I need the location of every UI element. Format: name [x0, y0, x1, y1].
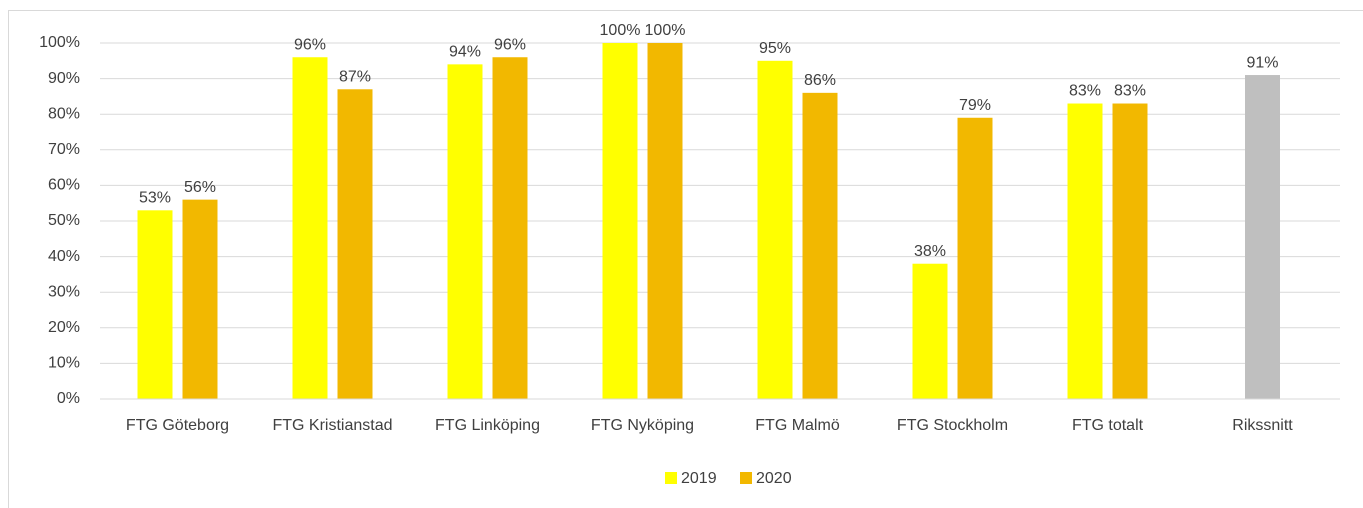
value-label: 38%	[914, 243, 946, 260]
value-label: 96%	[494, 36, 526, 53]
value-label: 91%	[1246, 54, 1278, 71]
x-tick-label: FTG Malmö	[755, 417, 840, 434]
value-label: 94%	[449, 44, 481, 61]
y-tick-label: 100%	[39, 34, 80, 51]
y-tick-label: 0%	[57, 390, 80, 407]
value-label: 83%	[1114, 83, 1146, 100]
bar	[647, 43, 683, 399]
bar	[1245, 75, 1280, 399]
x-tick-label: FTG Linköping	[435, 417, 540, 434]
bar	[912, 263, 948, 399]
x-tick-label: FTG Nyköping	[591, 417, 694, 434]
value-label: 53%	[139, 190, 171, 207]
value-label: 100%	[600, 22, 641, 39]
x-tick-label: FTG totalt	[1072, 417, 1144, 434]
legend-swatch	[665, 472, 677, 484]
value-label: 100%	[645, 22, 686, 39]
y-tick-label: 60%	[48, 177, 80, 194]
value-label: 86%	[804, 72, 836, 89]
value-label: 56%	[184, 179, 216, 196]
bar	[602, 43, 638, 399]
y-tick-label: 50%	[48, 212, 80, 229]
legend-label: 2019	[681, 470, 717, 487]
legend-label: 2020	[756, 470, 792, 487]
legend-swatch	[740, 472, 752, 484]
x-tick-label: Rikssnitt	[1232, 417, 1293, 434]
bar	[137, 210, 173, 399]
y-tick-label: 70%	[48, 141, 80, 158]
bar	[1067, 103, 1103, 400]
x-tick-label: FTG Kristianstad	[272, 417, 392, 434]
y-tick-label: 30%	[48, 283, 80, 300]
bar	[337, 89, 373, 399]
bar	[757, 60, 793, 400]
bar	[292, 57, 328, 400]
value-label: 83%	[1069, 83, 1101, 100]
y-tick-label: 20%	[48, 319, 80, 336]
x-tick-label: FTG Stockholm	[897, 417, 1008, 434]
y-tick-label: 90%	[48, 70, 80, 87]
y-tick-label: 10%	[48, 355, 80, 372]
bar	[957, 117, 993, 399]
y-tick-label: 80%	[48, 105, 80, 122]
bar	[447, 64, 483, 400]
x-tick-label: FTG Göteborg	[126, 417, 229, 434]
bar	[492, 57, 528, 400]
bar	[182, 199, 218, 399]
bar	[1112, 103, 1148, 400]
value-label: 96%	[294, 36, 326, 53]
bar	[802, 92, 838, 399]
value-label: 87%	[339, 68, 371, 85]
y-tick-label: 40%	[48, 248, 80, 265]
value-label: 79%	[959, 97, 991, 114]
value-label: 95%	[759, 40, 791, 57]
